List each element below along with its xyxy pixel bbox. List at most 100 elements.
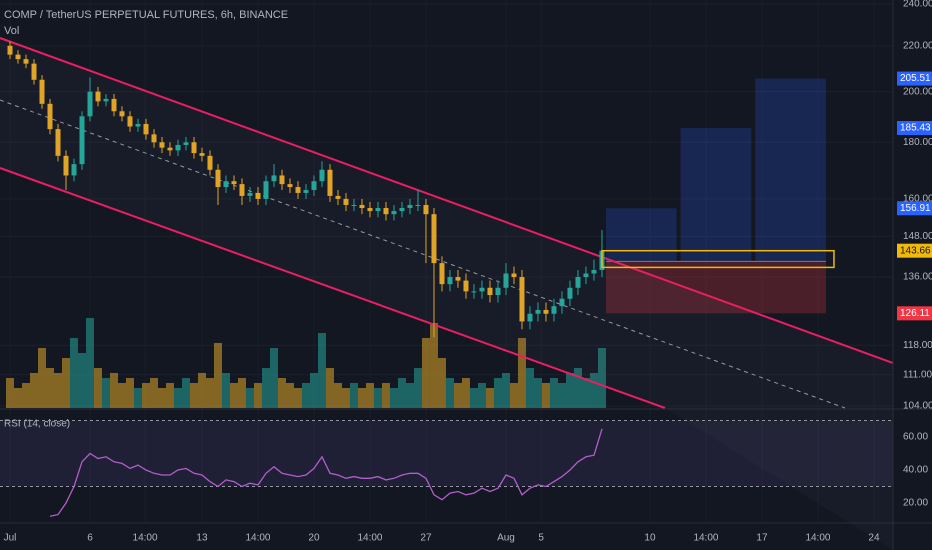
candle-body <box>591 270 597 274</box>
candle-body <box>295 187 301 193</box>
volume-bar <box>405 383 414 408</box>
candle-body <box>511 273 517 278</box>
candle-body <box>415 204 421 206</box>
target-tag-label: 205.51 <box>900 73 931 84</box>
y-tick-label: 240.00 <box>903 0 932 10</box>
candle-body <box>447 277 453 285</box>
volume-bar <box>485 388 494 408</box>
candle-body <box>31 63 37 80</box>
volume-bar <box>13 388 22 408</box>
candle-body <box>263 181 269 199</box>
x-tick-label: 27 <box>420 533 432 544</box>
target-box <box>605 208 677 262</box>
candle-body <box>407 204 413 209</box>
x-tick-label: 20 <box>308 533 320 544</box>
y-tick-label: 111.00 <box>903 369 932 380</box>
volume-bar <box>77 353 86 408</box>
volume-bar <box>125 378 134 408</box>
volume-bar <box>45 368 54 408</box>
volume-bar <box>85 318 94 408</box>
candle-body <box>287 184 293 188</box>
candle-body <box>247 192 253 196</box>
volume-bar <box>541 383 550 408</box>
volume-bar <box>53 373 62 408</box>
price-tag-label: 143.66 <box>900 245 931 256</box>
candle-body <box>95 91 101 102</box>
y-tick-label: 136.00 <box>903 272 932 283</box>
volume-bar <box>469 388 478 408</box>
candle-body <box>215 169 221 188</box>
rsi-band-fill <box>0 420 893 487</box>
channel-middle <box>0 99 846 409</box>
volume-bar <box>509 383 518 408</box>
target-box <box>755 78 826 262</box>
candle-body <box>455 277 461 281</box>
candle-body <box>551 306 557 314</box>
candle-body <box>527 313 533 322</box>
volume-bar <box>37 348 46 408</box>
candle-body <box>391 211 397 215</box>
candle-body <box>431 214 437 264</box>
x-tick-label: 14:00 <box>805 533 830 544</box>
volume-bar <box>101 378 110 408</box>
volume-bar <box>61 358 70 408</box>
rsi-tick-label: 20.00 <box>903 498 928 509</box>
target-tag <box>897 71 932 86</box>
candle-body <box>87 91 93 117</box>
candle-body <box>207 155 213 170</box>
front-layer: 240.00 220.00 200.00 180.00 160.00 148.00 136.… <box>4 0 932 544</box>
target-box <box>680 128 752 262</box>
candle-body <box>255 192 261 199</box>
volume-bar <box>333 383 342 408</box>
volume-bar <box>261 368 270 408</box>
candle-body <box>575 277 581 288</box>
volume-bar <box>565 373 574 408</box>
volume-bar <box>213 343 222 408</box>
price-tag <box>897 243 932 258</box>
candle-body <box>239 184 245 196</box>
chart-title: COMP / TetherUS PERPETUAL FUTURES, 6h, B… <box>4 9 288 21</box>
stop-box <box>605 261 826 314</box>
x-tick-label: 14:00 <box>245 533 270 544</box>
x-tick-label: 13 <box>196 533 208 544</box>
candle-body <box>559 298 565 307</box>
volume-bar <box>245 388 254 408</box>
x-tick-label: Aug <box>497 533 515 544</box>
volume-bar <box>149 378 158 408</box>
volume-bar <box>389 388 398 408</box>
volume-bar <box>277 378 286 408</box>
candle-body <box>535 309 541 314</box>
candle-body <box>167 147 173 151</box>
x-tick-label: 17 <box>756 533 768 544</box>
volume-bar <box>453 383 462 408</box>
candle-body <box>103 98 109 102</box>
candle-body <box>271 175 277 182</box>
stop-tag-label: 126.11 <box>900 308 930 319</box>
volume-bar <box>349 383 358 408</box>
candle-body <box>479 287 485 292</box>
candle-body <box>175 144 181 151</box>
x-tick-label: 14:00 <box>357 533 382 544</box>
candle-body <box>55 129 61 156</box>
candle-body <box>375 208 381 212</box>
volume-bar <box>437 358 446 408</box>
candle-body <box>199 153 205 156</box>
volume-bar <box>189 383 198 408</box>
volume-bar <box>69 338 78 408</box>
x-tick-label: 6 <box>87 533 93 544</box>
volume-bar <box>381 383 390 408</box>
volume-bar <box>229 383 238 408</box>
x-tick-label: 14:00 <box>133 533 158 544</box>
x-tick-label: 14:00 <box>693 533 718 544</box>
candle-body <box>303 189 309 193</box>
volume-bar <box>557 383 566 408</box>
volume-bar <box>109 373 118 408</box>
candle-body <box>343 198 349 205</box>
candle-body <box>231 181 237 185</box>
candle-body <box>7 45 13 55</box>
volume-bar <box>301 383 310 408</box>
volume-bar <box>549 378 558 408</box>
volume-bar <box>141 383 150 408</box>
candle-body <box>327 169 333 196</box>
